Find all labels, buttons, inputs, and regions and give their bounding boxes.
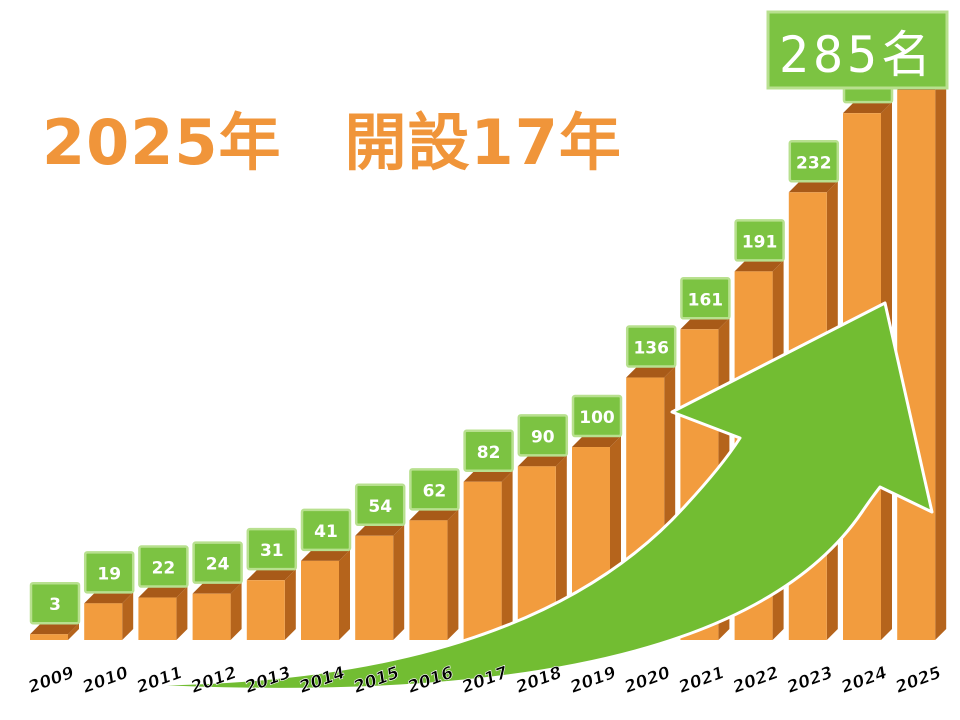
- bar-2013: [246, 569, 296, 640]
- svg-text:22: 22: [152, 559, 176, 579]
- year-label-2023: 2023: [784, 663, 835, 698]
- svg-text:232: 232: [796, 153, 832, 173]
- bar-2016: [409, 509, 459, 640]
- svg-text:161: 161: [688, 290, 724, 310]
- svg-text:82: 82: [477, 443, 501, 463]
- trend-arrow-shape: [108, 301, 934, 691]
- data-label-2018: 90: [517, 414, 569, 457]
- year-label-2014: 2014: [297, 663, 348, 698]
- svg-text:24: 24: [206, 555, 230, 575]
- bar-2017: [463, 470, 513, 640]
- year-label-2019: 2019: [568, 663, 619, 698]
- data-label-2011: 22: [138, 545, 189, 588]
- svg-text:136: 136: [633, 339, 669, 359]
- bar-2025: [897, 79, 947, 640]
- svg-text:90: 90: [531, 427, 555, 447]
- svg-text:19: 19: [97, 564, 121, 584]
- data-label-2013: 31: [246, 527, 298, 571]
- trend-arrow: [108, 301, 934, 691]
- data-label-2015: 54: [354, 483, 406, 527]
- bar-2009: [30, 623, 79, 640]
- svg-text:41: 41: [314, 522, 338, 542]
- year-label-2013: 2013: [242, 663, 293, 698]
- bar-2014: [301, 549, 350, 640]
- data-label-2014: 41: [300, 508, 352, 552]
- bar-2011: [138, 586, 188, 640]
- chart-title: 2025年 開設17年: [42, 106, 622, 179]
- data-label-2010: 19: [83, 551, 135, 594]
- data-label-2020: 136: [625, 325, 677, 368]
- svg-text:62: 62: [423, 481, 447, 501]
- year-label-2012: 2012: [188, 663, 239, 698]
- data-label-2019: 100: [571, 394, 623, 438]
- svg-text:191: 191: [742, 232, 778, 252]
- data-label-2016: 62: [409, 468, 460, 511]
- data-label-2023: 232: [788, 140, 840, 183]
- year-label-2024: 2024: [839, 663, 890, 698]
- bar-2012: [192, 582, 242, 640]
- year-label-2025: 2025: [893, 663, 944, 698]
- data-label-2017: 82: [463, 429, 514, 473]
- data-labels-layer: 3192224314154628290100136161191232273: [29, 60, 894, 625]
- bar-2015: [355, 524, 405, 640]
- data-label-2009: 3: [29, 581, 81, 625]
- data-label-2021: 161: [680, 277, 731, 320]
- total-badge-text: 285名: [779, 26, 935, 84]
- svg-text:100: 100: [579, 408, 615, 428]
- svg-text:31: 31: [260, 541, 284, 561]
- svg-text:3: 3: [49, 595, 61, 615]
- year-label-2021: 2021: [676, 663, 727, 698]
- svg-text:54: 54: [368, 497, 392, 517]
- year-label-2020: 2020: [622, 663, 673, 698]
- year-label-2011: 2011: [134, 663, 185, 698]
- data-label-2022: 191: [734, 219, 785, 262]
- total-badge: 285名: [766, 10, 949, 90]
- data-label-2012: 24: [192, 541, 243, 584]
- year-label-2009: 2009: [26, 663, 77, 698]
- bars-layer: [30, 79, 947, 640]
- year-label-2010: 2010: [80, 663, 131, 698]
- year-label-2022: 2022: [730, 663, 781, 698]
- bar-2010: [84, 592, 134, 640]
